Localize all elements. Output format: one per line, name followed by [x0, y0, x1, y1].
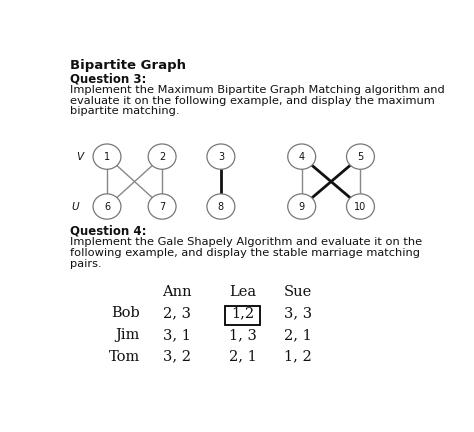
Text: Implement the Maximum Bipartite Graph Matching algorithm and: Implement the Maximum Bipartite Graph Ma…: [70, 85, 445, 95]
Text: pairs.: pairs.: [70, 259, 102, 269]
Text: 1,2: 1,2: [231, 306, 255, 320]
Text: 3, 1: 3, 1: [163, 328, 191, 342]
Circle shape: [148, 144, 176, 169]
Text: Sue: Sue: [284, 285, 312, 299]
Text: Tom: Tom: [109, 349, 140, 364]
Circle shape: [93, 144, 121, 169]
Text: Implement the Gale Shapely Algorithm and evaluate it on the: Implement the Gale Shapely Algorithm and…: [70, 238, 422, 248]
Text: 10: 10: [355, 201, 366, 212]
Circle shape: [148, 194, 176, 219]
Text: 5: 5: [357, 152, 364, 162]
Text: 1, 2: 1, 2: [284, 349, 312, 364]
Text: evaluate it on the following example, and display the maximum: evaluate it on the following example, an…: [70, 96, 435, 106]
Circle shape: [288, 144, 316, 169]
Text: Jim: Jim: [116, 328, 140, 342]
Text: 4: 4: [299, 152, 305, 162]
Circle shape: [207, 144, 235, 169]
Text: Bipartite Graph: Bipartite Graph: [70, 59, 186, 72]
Circle shape: [346, 144, 374, 169]
Text: 2, 3: 2, 3: [163, 306, 191, 320]
Text: U: U: [72, 201, 80, 212]
Text: 7: 7: [159, 201, 165, 212]
Text: 6: 6: [104, 201, 110, 212]
Text: V: V: [76, 152, 83, 162]
Text: Question 4:: Question 4:: [70, 225, 147, 238]
Text: 9: 9: [299, 201, 305, 212]
Text: Bob: Bob: [111, 306, 140, 320]
Text: 2, 1: 2, 1: [284, 328, 312, 342]
Circle shape: [93, 194, 121, 219]
Text: 3, 3: 3, 3: [284, 306, 312, 320]
Text: 1: 1: [104, 152, 110, 162]
Circle shape: [207, 194, 235, 219]
Circle shape: [346, 194, 374, 219]
Text: 3, 2: 3, 2: [163, 349, 191, 364]
Text: Ann: Ann: [162, 285, 191, 299]
Text: 8: 8: [218, 201, 224, 212]
Text: 3: 3: [218, 152, 224, 162]
Text: 1, 3: 1, 3: [229, 328, 257, 342]
Text: 2: 2: [159, 152, 165, 162]
Circle shape: [288, 194, 316, 219]
Bar: [226, 306, 260, 325]
Text: bipartite matching.: bipartite matching.: [70, 106, 180, 116]
Text: Question 3:: Question 3:: [70, 73, 146, 86]
Text: following example, and display the stable marriage matching: following example, and display the stabl…: [70, 248, 420, 258]
Text: Lea: Lea: [229, 285, 256, 299]
Text: 2, 1: 2, 1: [229, 349, 257, 364]
